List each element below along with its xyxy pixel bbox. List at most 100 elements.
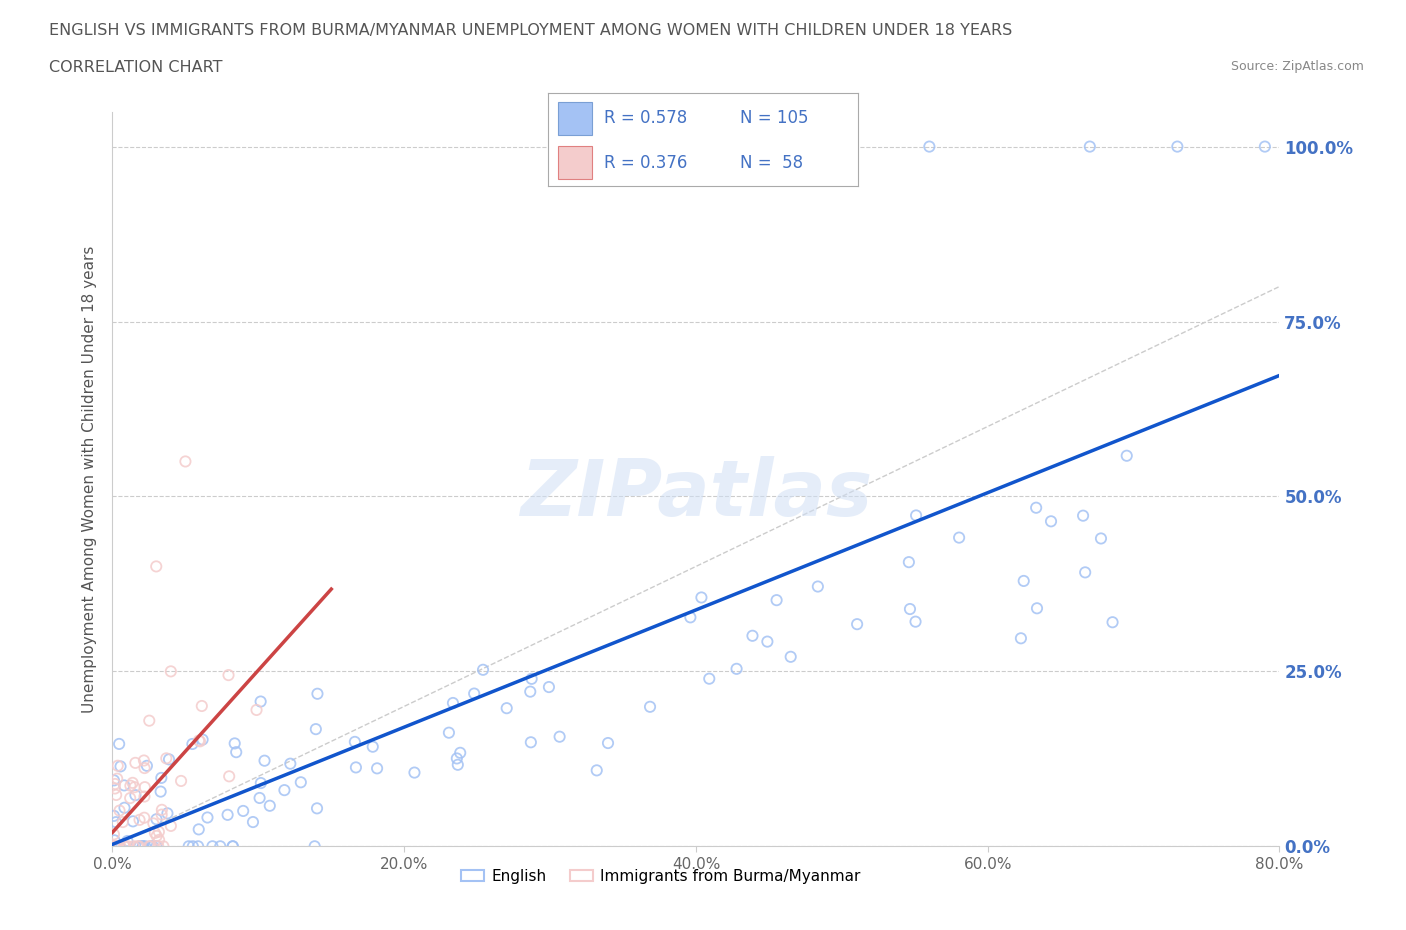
Point — [1025, 500, 1047, 515]
Point — [128, 813, 150, 828]
Point — [242, 815, 264, 830]
Point — [1071, 508, 1094, 523]
Point — [132, 753, 155, 768]
Point — [138, 713, 160, 728]
Point — [807, 579, 830, 594]
Point — [104, 839, 127, 854]
Point — [537, 680, 560, 695]
Point — [250, 776, 273, 790]
Point — [148, 839, 170, 854]
Point — [142, 816, 165, 830]
Point — [259, 798, 281, 813]
Point — [112, 778, 135, 793]
Point — [447, 757, 470, 772]
Point — [135, 758, 157, 773]
Point — [143, 826, 166, 841]
Point — [174, 454, 197, 469]
Point — [104, 839, 127, 854]
Point — [139, 839, 162, 854]
Point — [105, 839, 128, 854]
Point — [149, 784, 172, 799]
Point — [114, 839, 136, 854]
Point — [1010, 631, 1032, 645]
Text: N = 105: N = 105 — [740, 109, 808, 127]
Point — [756, 634, 779, 649]
Point — [134, 789, 156, 804]
Point — [1040, 514, 1063, 529]
Point — [155, 751, 177, 765]
Point — [741, 629, 763, 644]
Point — [157, 751, 180, 766]
Point — [191, 698, 214, 713]
Point — [145, 829, 167, 844]
Point — [181, 737, 204, 751]
Point — [898, 602, 921, 617]
Point — [918, 140, 941, 154]
Point — [105, 839, 128, 854]
Bar — [558, 102, 592, 135]
Point — [679, 610, 702, 625]
Point — [249, 790, 271, 805]
Point — [142, 839, 165, 854]
Point — [905, 508, 928, 523]
Point — [103, 833, 125, 848]
Point — [124, 755, 146, 770]
Point — [304, 839, 326, 854]
Point — [366, 761, 388, 776]
Point — [104, 781, 127, 796]
Point — [131, 839, 153, 854]
Point — [134, 839, 156, 854]
Point — [815, 140, 838, 154]
Point — [177, 839, 200, 854]
Point — [446, 751, 468, 766]
Point — [344, 760, 367, 775]
Point — [138, 839, 160, 854]
Point — [187, 839, 209, 854]
Point — [108, 804, 131, 818]
Point — [1012, 574, 1035, 589]
Point — [105, 771, 128, 786]
Point — [128, 839, 150, 854]
Point — [548, 729, 571, 744]
Point — [224, 736, 246, 751]
Point — [122, 814, 145, 829]
Text: CORRELATION CHART: CORRELATION CHART — [49, 60, 222, 75]
Text: N =  58: N = 58 — [740, 153, 803, 172]
Point — [520, 671, 543, 686]
Point — [441, 696, 464, 711]
Point — [191, 732, 214, 747]
Point — [181, 839, 204, 854]
Point — [697, 671, 720, 686]
Point — [117, 839, 139, 854]
Point — [128, 839, 150, 854]
Y-axis label: Unemployment Among Women with Children Under 18 years: Unemployment Among Women with Children U… — [82, 246, 97, 712]
Point — [463, 686, 485, 701]
Text: R = 0.578: R = 0.578 — [605, 109, 688, 127]
Point — [170, 774, 193, 789]
Point — [343, 735, 366, 750]
Point — [307, 686, 329, 701]
Point — [638, 699, 661, 714]
Point — [150, 807, 173, 822]
Point — [121, 776, 143, 790]
Point — [132, 839, 155, 854]
Point — [110, 839, 132, 854]
Point — [222, 839, 245, 854]
Point — [160, 818, 183, 833]
Point — [145, 839, 167, 854]
Point — [1115, 448, 1137, 463]
Point — [114, 839, 136, 854]
Point — [361, 739, 384, 754]
Point — [472, 662, 495, 677]
Point — [1078, 140, 1101, 154]
Point — [209, 839, 232, 854]
Point — [690, 590, 713, 604]
Point — [114, 801, 136, 816]
Point — [105, 788, 128, 803]
Point — [278, 756, 301, 771]
Bar — [558, 146, 592, 179]
Point — [305, 722, 328, 737]
Point — [120, 790, 142, 805]
Point — [197, 810, 219, 825]
Point — [218, 668, 240, 683]
